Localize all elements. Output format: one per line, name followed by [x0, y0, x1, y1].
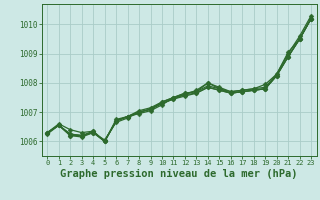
- X-axis label: Graphe pression niveau de la mer (hPa): Graphe pression niveau de la mer (hPa): [60, 169, 298, 179]
